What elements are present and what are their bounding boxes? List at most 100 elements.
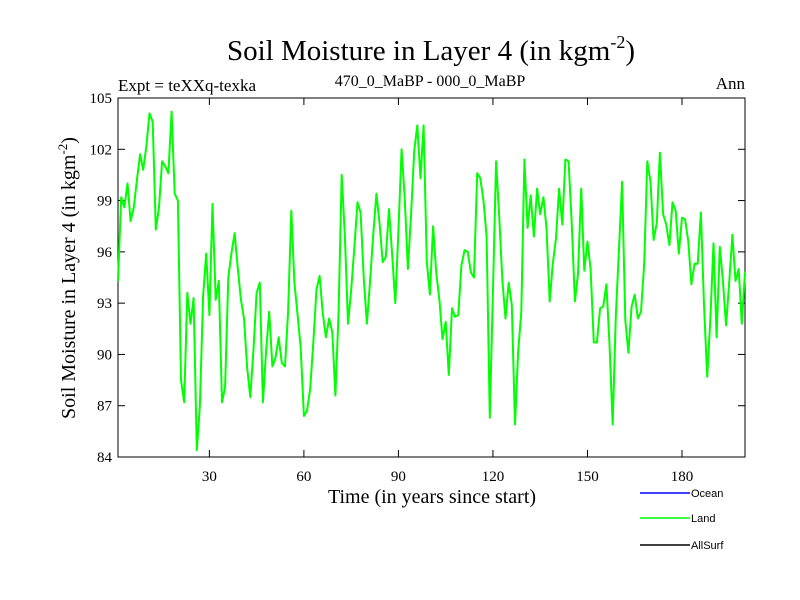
data-point [385, 256, 387, 258]
data-point [407, 268, 409, 270]
data-point [596, 341, 598, 344]
data-point [712, 242, 715, 244]
data-point [237, 266, 239, 268]
data-point [476, 172, 478, 174]
data-point [145, 145, 147, 147]
data-point [284, 365, 286, 367]
data-point [331, 331, 333, 333]
data-point [564, 158, 567, 161]
legend: Ocean Land AllSurf [640, 488, 724, 552]
legend-label-allsurf: AllSurf [691, 540, 724, 552]
data-point [221, 401, 223, 403]
series-group [117, 110, 746, 452]
data-point [167, 172, 169, 174]
data-point [193, 297, 195, 299]
data-point [577, 273, 579, 275]
data-point [372, 234, 374, 236]
data-point [451, 307, 453, 309]
data-point [148, 112, 151, 114]
data-point [256, 292, 258, 294]
data-point [646, 160, 648, 162]
data-point [590, 268, 592, 270]
data-point [624, 319, 626, 321]
data-point [309, 388, 311, 390]
data-point [574, 300, 576, 302]
x-tick-label: 60 [296, 469, 311, 485]
y-tick-label: 99 [97, 194, 112, 210]
data-point [473, 276, 475, 279]
data-point [709, 319, 711, 321]
data-point [612, 423, 614, 426]
legend-label-ocean: Ocean [691, 488, 723, 500]
data-point [265, 350, 267, 352]
data-point [697, 263, 699, 265]
data-point [227, 276, 229, 279]
data-point [527, 227, 529, 229]
data-point [508, 282, 510, 284]
data-point [703, 304, 705, 306]
data-point [681, 217, 683, 219]
data-point [731, 234, 734, 236]
data-point [208, 314, 210, 316]
data-point [467, 251, 469, 253]
data-point [684, 218, 686, 220]
data-point [552, 263, 554, 265]
plot-area [117, 97, 746, 458]
data-point [533, 235, 535, 238]
data-point [375, 193, 377, 195]
data-point [514, 423, 516, 426]
data-point [186, 292, 188, 294]
data-point [738, 268, 740, 270]
y-tick-label: 93 [97, 296, 112, 312]
data-point [728, 282, 730, 284]
data-point [268, 311, 270, 313]
data-point [580, 188, 582, 190]
data-point [271, 365, 273, 367]
data-point [139, 153, 141, 155]
data-point [464, 249, 466, 251]
data-point [391, 253, 393, 255]
data-point [215, 299, 217, 301]
data-point [322, 312, 324, 314]
chart-subtitle: 470_0_MaBP - 000_0_MaBP [335, 73, 526, 90]
data-point [328, 317, 330, 320]
data-point [338, 311, 340, 313]
data-point [205, 253, 207, 255]
data-point [571, 222, 573, 224]
data-point [479, 177, 481, 179]
data-point [136, 179, 138, 181]
data-point [561, 223, 563, 226]
data-point [413, 150, 415, 152]
y-tick-label: 90 [97, 347, 112, 363]
data-point [426, 261, 428, 263]
data-point [152, 121, 154, 123]
data-point [621, 181, 623, 183]
data-point [615, 316, 617, 318]
data-point [432, 225, 434, 227]
data-point [438, 299, 440, 301]
data-point [410, 215, 412, 217]
data-point [274, 357, 277, 359]
data-point [501, 280, 503, 282]
data-point [454, 316, 456, 318]
data-point [457, 314, 459, 316]
data-point [218, 280, 220, 282]
x-tick-label: 150 [576, 469, 599, 485]
data-point [678, 253, 680, 255]
data-point [690, 283, 693, 285]
data-point [142, 169, 144, 171]
data-point [653, 239, 655, 241]
data-point [278, 336, 280, 338]
data-point [618, 247, 620, 249]
data-point [675, 210, 677, 212]
data-point [397, 230, 399, 232]
data-point [353, 247, 355, 249]
data-point [369, 280, 371, 282]
data-point [300, 347, 302, 349]
data-point [662, 213, 664, 215]
data-point [161, 160, 163, 162]
data-point [504, 317, 507, 320]
data-point [441, 338, 444, 340]
data-point [196, 449, 198, 451]
